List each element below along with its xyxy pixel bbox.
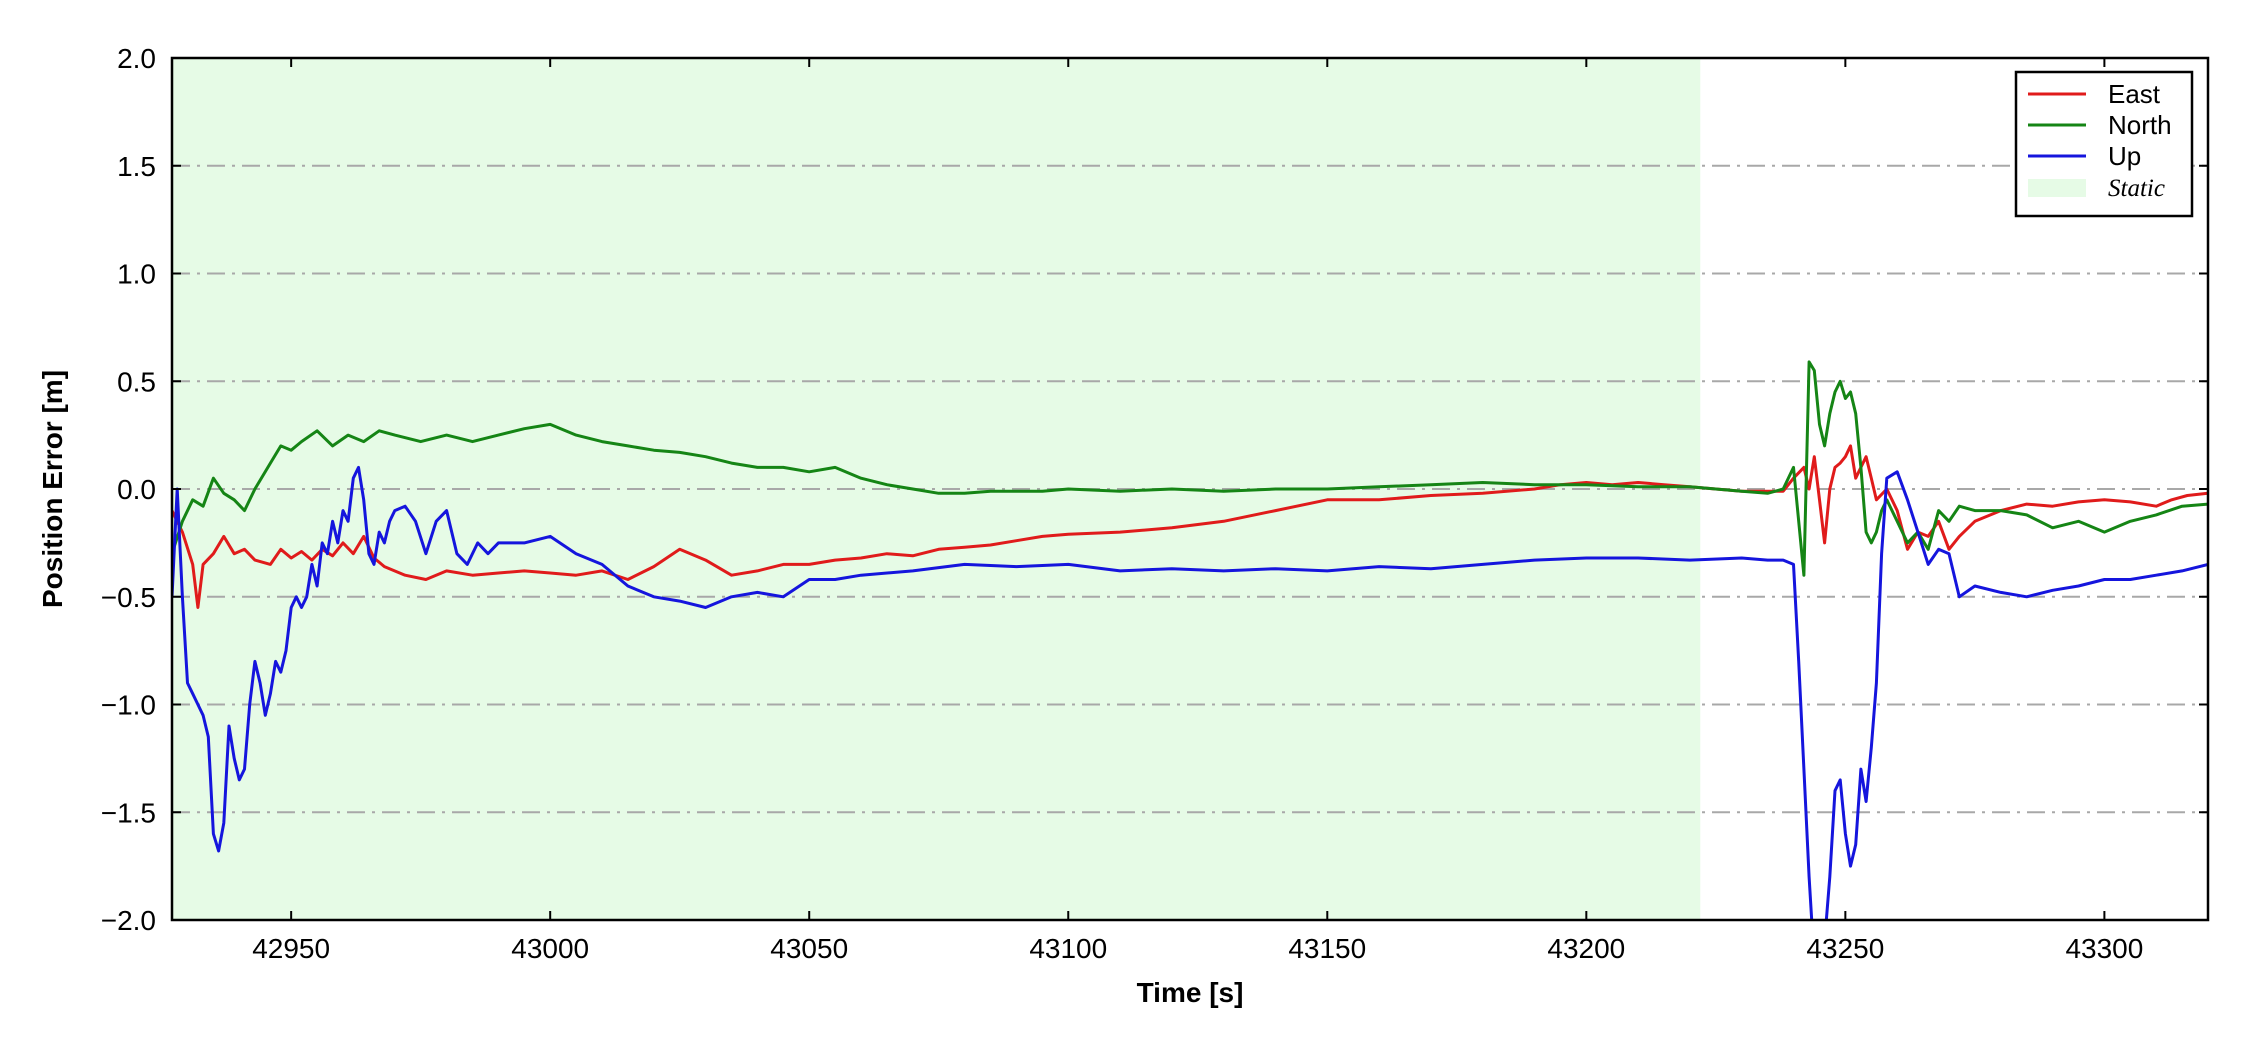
- x-axis-label: Time [s]: [1137, 977, 1244, 1008]
- y-tick-label: −1.0: [101, 690, 156, 721]
- series-line-north: [172, 360, 2208, 577]
- y-axis-label: Position Error [m]: [37, 370, 68, 608]
- legend-label-static: Static: [2108, 175, 2165, 202]
- y-tick-label: −0.5: [101, 582, 156, 613]
- x-tick-label: 43200: [1547, 933, 1625, 964]
- series-lines: [172, 360, 2208, 920]
- x-tick-label: 43000: [511, 933, 589, 964]
- y-tick-label: 0.5: [117, 366, 156, 397]
- series-line-east: [172, 444, 2208, 609]
- series-line-up: [172, 465, 2208, 920]
- y-tick-label: 0.0: [117, 474, 156, 505]
- y-tick-label: −2.0: [101, 905, 156, 936]
- x-tick-label: 43150: [1288, 933, 1366, 964]
- x-tick-label: 43250: [1806, 933, 1884, 964]
- legend-label-up: Up: [2108, 141, 2141, 171]
- y-tick-label: −1.5: [101, 797, 156, 828]
- axes: 2.0 1.5 1.0 0.5 0.0 −0.5 −1.0 −1.5 −2.0 42950 4300…: [101, 43, 2210, 964]
- x-tick-label: 43300: [2065, 933, 2143, 964]
- x-tick-label: 43100: [1029, 933, 1107, 964]
- y-tick-label: 1.0: [117, 259, 156, 290]
- y-tick-label: 1.5: [117, 151, 156, 182]
- legend-swatch-static: [2028, 179, 2086, 197]
- legend-label-east: East: [2108, 79, 2161, 109]
- legend-label-north: North: [2108, 110, 2172, 140]
- x-tick-label: 43050: [770, 933, 848, 964]
- y-tick-label: 2.0: [117, 43, 156, 74]
- x-tick-label: 42950: [252, 933, 330, 964]
